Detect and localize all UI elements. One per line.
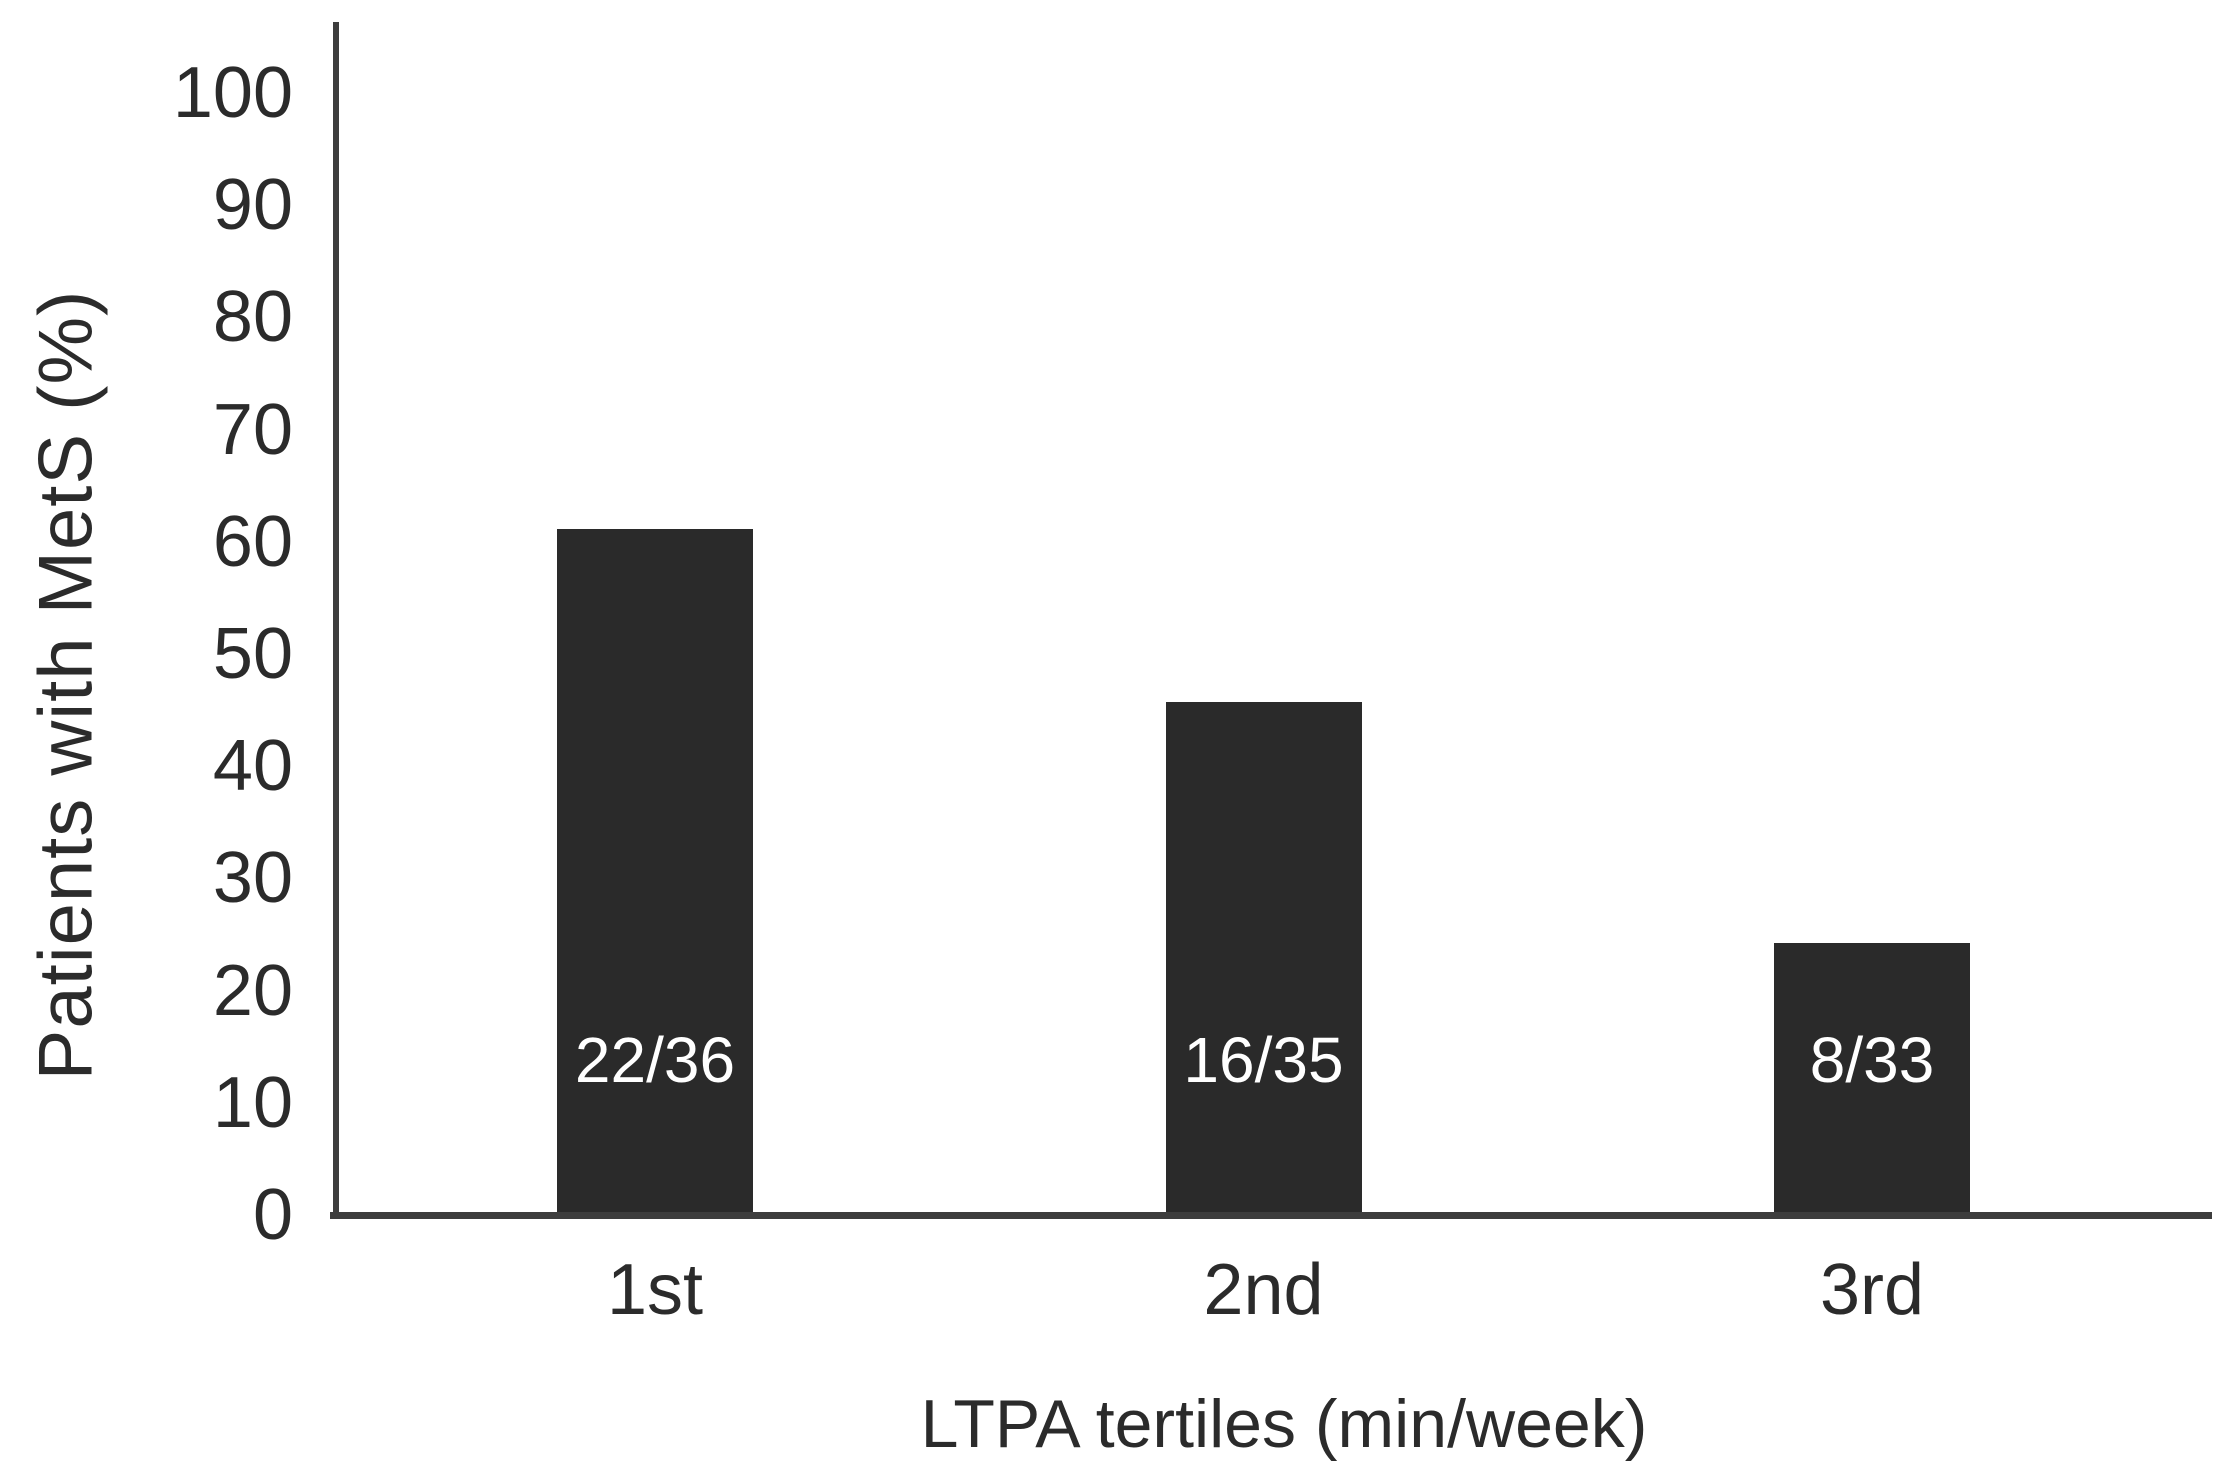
bar-1st-tertile: 22/36 — [557, 529, 753, 1212]
y-tick-label-70: 70 — [212, 389, 293, 470]
bar-count-label: 16/35 — [1183, 1024, 1344, 1096]
x-category-label-1st: 1st — [606, 1250, 704, 1330]
plot-area: 22/36 16/35 8/33 — [336, 93, 2212, 1212]
bar-2nd-tertile: 16/35 — [1165, 702, 1362, 1212]
y-tick-label-20: 20 — [212, 950, 293, 1031]
y-tick-label-40: 40 — [212, 726, 293, 807]
y-tick-label-50: 50 — [212, 614, 293, 694]
x-category-label-2nd: 2nd — [1203, 1250, 1324, 1330]
y-tick-label-30: 30 — [212, 838, 293, 919]
x-axis-line — [330, 1212, 2212, 1219]
y-tick-label-80: 80 — [212, 277, 293, 358]
y-tick-label-0: 0 — [252, 1175, 293, 1255]
y-tick-label-60: 60 — [212, 501, 293, 582]
bar-count-label: 22/36 — [574, 1024, 736, 1096]
bar-count-label: 8/33 — [1809, 1024, 1935, 1096]
x-category-label-3rd: 3rd — [1819, 1250, 1925, 1330]
x-axis-title: LTPA tertiles (min/week) — [920, 1386, 1648, 1462]
y-tick-label-90: 90 — [212, 165, 293, 246]
y-tick-label-10: 10 — [212, 1062, 293, 1143]
bar-3rd-tertile: 8/33 — [1774, 943, 1970, 1212]
y-tick-label-100: 100 — [172, 53, 293, 133]
y-axis-line — [333, 22, 339, 1219]
